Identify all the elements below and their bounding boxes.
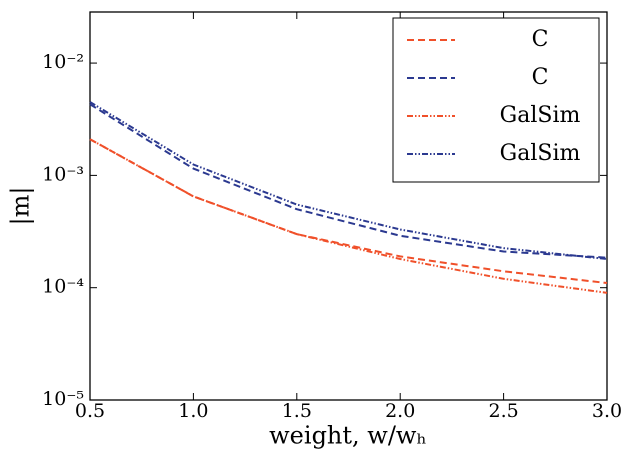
- y-axis-title: |m|: [7, 187, 36, 226]
- x-tick-label: 3.0: [592, 400, 622, 422]
- x-tick-label: 2.5: [488, 400, 518, 422]
- line-series: [89, 138, 608, 294]
- plot-frame: [89, 11, 608, 401]
- y-tick-label: 10⁻⁴: [42, 276, 84, 298]
- x-tick-label: 1.0: [178, 400, 208, 422]
- legend-label: C: [532, 27, 549, 52]
- y-tick-label: 10⁻³: [42, 163, 84, 185]
- x-axis-title: weight, w/wₕ: [269, 422, 427, 450]
- x-tick-label: 1.5: [282, 400, 312, 422]
- legend-label: GalSim: [500, 103, 581, 128]
- y-tick-label: 10⁻²: [42, 51, 84, 73]
- line-series: [89, 138, 608, 285]
- x-tick-label: 2.0: [385, 400, 415, 422]
- y-tick-label: 10⁻⁵: [42, 388, 84, 410]
- legend-label: GalSim: [500, 141, 581, 166]
- x-tick-label: 0.5: [75, 400, 105, 422]
- legend-label: C: [532, 65, 549, 90]
- line-series: [89, 103, 608, 259]
